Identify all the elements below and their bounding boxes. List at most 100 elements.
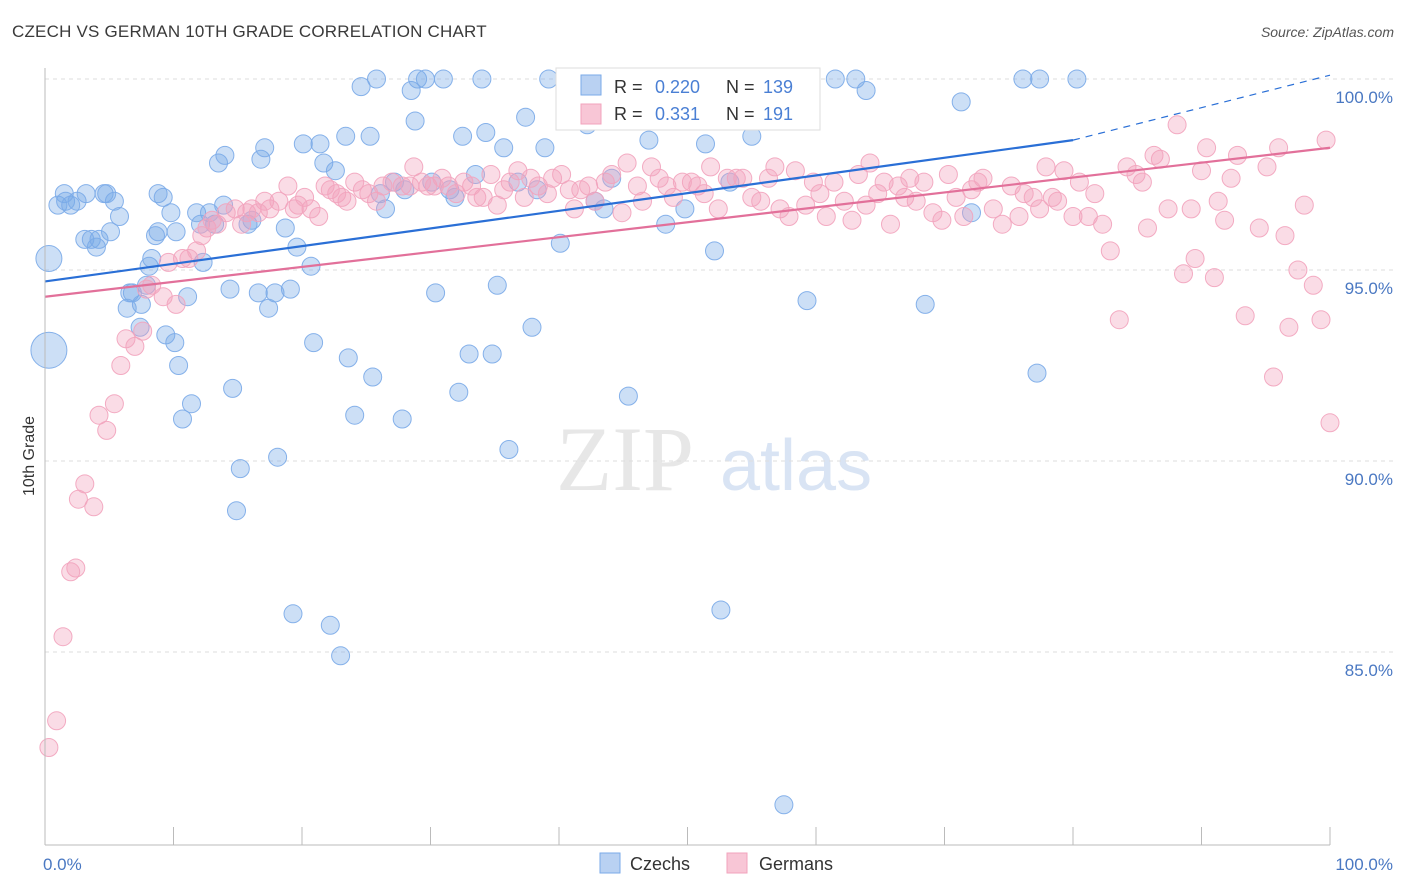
data-point-germans: [1221, 168, 1241, 188]
data-point-germans: [481, 165, 501, 184]
data-point-czechs: [856, 81, 876, 100]
data-point-czechs: [265, 283, 285, 303]
data-point-czechs: [336, 126, 356, 146]
data-point-germans: [494, 180, 514, 200]
data-point-czechs: [535, 138, 555, 158]
stats-n-label-czechs: N =: [726, 77, 755, 97]
data-point-germans: [900, 168, 920, 188]
data-point-czechs: [360, 126, 380, 146]
data-point-germans: [1158, 199, 1178, 219]
data-point-germans: [1215, 210, 1235, 230]
data-point-czechs: [56, 191, 76, 211]
data-point-czechs: [351, 77, 371, 97]
data-point-czechs: [275, 218, 295, 238]
data-point-czechs: [951, 92, 971, 112]
data-point-germans: [1174, 264, 1193, 284]
data-point-germans: [617, 153, 637, 173]
stats-r-label-germans: R =: [614, 104, 643, 124]
data-point-czechs: [774, 795, 794, 815]
data-point-germans: [392, 176, 412, 196]
data-point-czechs: [248, 283, 268, 303]
data-point-czechs: [227, 501, 246, 521]
data-point-germans: [514, 187, 534, 207]
data-point-czechs: [283, 604, 303, 624]
data-point-czechs: [1027, 363, 1047, 383]
data-point-czechs: [1030, 69, 1050, 89]
data-point-czechs: [101, 222, 120, 242]
watermark-zip: ZIP: [556, 408, 694, 510]
data-point-czechs: [193, 252, 213, 272]
stats-legend: R = 0.220 N = 139 R = 0.331 N = 191: [555, 67, 821, 131]
data-point-czechs: [161, 203, 181, 223]
data-point-czechs: [433, 69, 453, 89]
data-point-germans: [1023, 187, 1043, 207]
data-point-germans: [1303, 275, 1323, 295]
legend-label-czechs[interactable]: Czechs: [630, 854, 690, 874]
data-point-germans: [467, 187, 487, 207]
data-point-germans: [824, 172, 844, 192]
data-point-germans: [1279, 317, 1299, 337]
data-point-germans: [1204, 268, 1224, 288]
data-point-germans: [973, 168, 993, 188]
data-point-czechs: [178, 287, 198, 307]
data-point-germans: [992, 214, 1012, 234]
data-point-czechs: [166, 222, 186, 242]
data-point-germans: [914, 172, 934, 192]
legend-label-germans[interactable]: Germans: [759, 854, 833, 874]
data-point-czechs: [97, 184, 117, 204]
series-czechs: [30, 69, 1087, 815]
data-point-czechs: [487, 275, 507, 295]
data-point-germans: [765, 157, 785, 177]
data-point-germans: [559, 180, 579, 200]
data-point-germans: [327, 184, 347, 204]
data-point-germans: [404, 157, 424, 177]
data-point-germans: [1132, 172, 1152, 192]
data-point-germans: [301, 199, 321, 219]
stats-swatch-germans: [580, 103, 602, 125]
gridlines: [45, 78, 1395, 653]
data-point-czechs: [367, 69, 386, 89]
data-point-germans: [332, 187, 352, 207]
data-point-czechs: [209, 153, 228, 173]
data-point-czechs: [89, 229, 109, 249]
stats-n-value-germans: 191: [763, 104, 793, 124]
x-tick-label: 100.0%: [1335, 855, 1393, 874]
data-point-czechs: [426, 283, 446, 303]
data-point-germans: [868, 184, 888, 204]
data-point-germans: [248, 203, 268, 223]
data-point-germans: [1288, 260, 1308, 280]
data-point-germans: [1257, 157, 1277, 177]
data-point-czechs: [550, 233, 570, 253]
data-point-germans: [345, 172, 365, 192]
data-point-germans: [602, 165, 622, 184]
data-point-czechs: [165, 333, 185, 353]
data-point-germans: [1311, 310, 1331, 330]
data-point-germans: [309, 207, 329, 226]
data-point-czechs: [148, 184, 168, 204]
trend-line-germans: [44, 146, 1331, 298]
trend-line-czechs: [44, 139, 1074, 283]
data-point-germans: [946, 187, 966, 207]
legend-swatch-germans[interactable]: [726, 852, 748, 874]
data-point-germans: [47, 711, 67, 731]
data-point-germans: [751, 191, 771, 211]
data-point-germans: [1264, 367, 1283, 387]
legend-swatch-czechs[interactable]: [599, 852, 621, 874]
data-point-germans: [500, 172, 520, 192]
series-germans: [39, 115, 1340, 757]
stats-swatch-czechs: [580, 74, 602, 96]
data-point-czechs: [696, 134, 715, 154]
data-point-germans: [983, 199, 1003, 219]
y-tick-label: 100.0%: [1335, 88, 1393, 107]
data-point-germans: [708, 199, 728, 219]
data-point-germans: [320, 180, 340, 200]
data-point-germans: [166, 294, 186, 314]
axes-layer: 100.0% 95.0% 90.0% 85.0% 0.0% 100.0%: [43, 68, 1393, 874]
series-legend[interactable]: Czechs Germans: [599, 852, 833, 874]
data-point-germans: [432, 168, 452, 188]
data-point-czechs: [1013, 69, 1033, 89]
data-point-czechs: [453, 126, 473, 146]
data-point-germans: [133, 321, 153, 341]
data-point-czechs: [711, 600, 731, 620]
data-point-czechs: [251, 149, 271, 169]
